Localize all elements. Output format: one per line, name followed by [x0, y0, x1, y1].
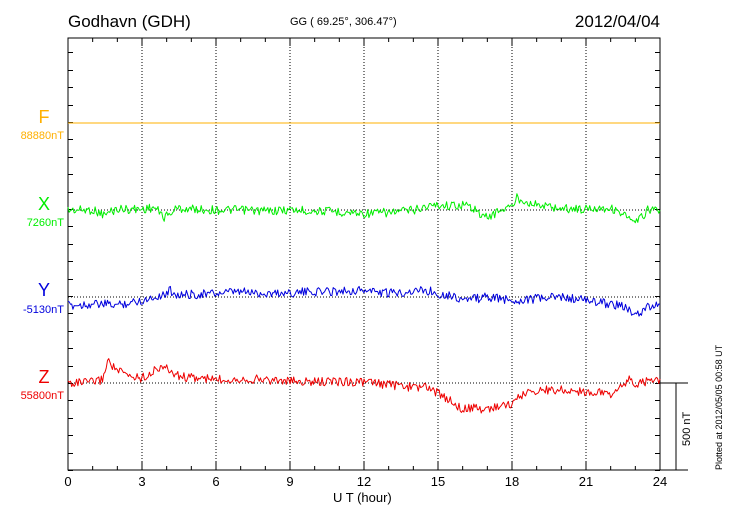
x-tick-label: 24 — [652, 474, 668, 489]
baseline-label-f: 88880nT — [20, 130, 64, 142]
x-tick-label: 12 — [356, 474, 372, 489]
x-tick-label: 18 — [504, 474, 520, 489]
station-coords: GG ( 69.25°, 306.47°) — [290, 16, 397, 28]
series-group — [67, 122, 661, 414]
x-tick-label: 15 — [430, 474, 446, 489]
scale-bar — [660, 382, 688, 471]
baseline-label-y: -5130nT — [23, 304, 64, 316]
station-title: Godhavn (GDH) — [68, 12, 191, 31]
chart-date: 2012/04/04 — [574, 12, 660, 31]
tick-marks — [67, 38, 661, 471]
x-tick-label: 9 — [286, 474, 294, 489]
component-label-x: X — [37, 194, 50, 214]
x-axis-label: U T (hour) — [333, 490, 392, 505]
x-tick-label: 21 — [578, 474, 594, 489]
series-line-x — [67, 193, 661, 224]
scale-bar-label: 500 nT — [681, 411, 693, 446]
x-tick-label: 6 — [212, 474, 220, 489]
grid — [68, 38, 660, 470]
plotted-timestamp: Plotted at 2012/05/05 00:58 UT — [714, 344, 724, 470]
x-tick-label: 0 — [64, 474, 72, 489]
baseline-label-x: 7260nT — [26, 217, 64, 229]
series-line-y — [67, 285, 661, 317]
component-label-y: Y — [37, 280, 50, 300]
x-tick-label: 3 — [138, 474, 146, 489]
component-label-z: Z — [38, 367, 50, 387]
series-line-z — [67, 358, 661, 414]
component-label-f: F — [38, 107, 50, 127]
baseline-label-z: 55800nT — [20, 390, 64, 402]
